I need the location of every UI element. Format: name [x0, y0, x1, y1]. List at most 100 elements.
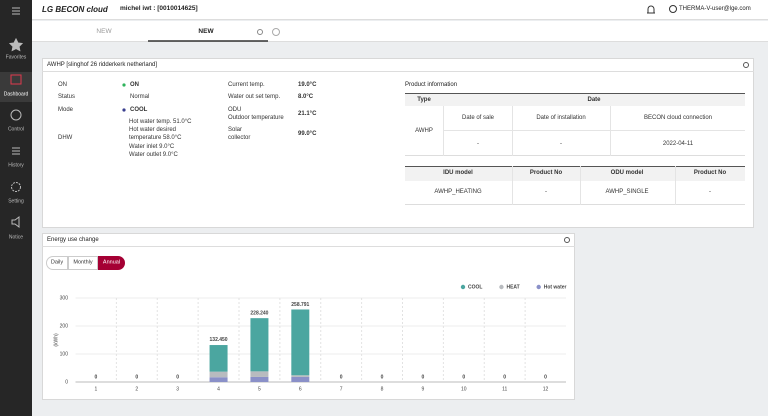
x-tick-label: 4: [217, 386, 220, 392]
panel-title: Energy use change: [47, 237, 99, 243]
notice-icon: [11, 216, 20, 228]
table-header-cell: Product No: [693, 170, 727, 176]
sidebar-item[interactable]: Notice: [8, 234, 24, 241]
sidebar-item[interactable]: Setting: [8, 198, 24, 205]
y-tick-label: 300: [60, 295, 69, 301]
legend-label: HEAT: [506, 284, 519, 290]
device-panel: [42, 58, 754, 228]
bar-segment: [209, 377, 228, 382]
table-cell: -: [709, 189, 711, 195]
dhw-label: DHW: [58, 135, 73, 141]
panel-header: [42, 233, 575, 247]
control-icon: [10, 109, 22, 121]
table-divider: [675, 166, 676, 205]
account[interactable]: THERMA-V-user@lge.com: [679, 6, 751, 12]
legend-swatch: [536, 284, 541, 290]
x-tick-label: 5: [258, 386, 261, 392]
period-button[interactable]: [46, 256, 68, 270]
table-cell: 2022-04-11: [662, 141, 694, 147]
refresh-icon[interactable]: [743, 62, 749, 68]
table-cell: AWHP_HEATING: [434, 189, 482, 195]
x-tick-label: 3: [176, 386, 179, 392]
table-header: [405, 166, 745, 181]
x-tick-label: 1: [95, 386, 98, 392]
table-subheader: Date of installation: [536, 115, 586, 121]
table-divider: [443, 106, 444, 156]
dashboard-icon: [10, 74, 22, 85]
x-tick-label: 2: [135, 386, 138, 392]
status-dot: [122, 108, 126, 112]
bar-segment: [250, 371, 269, 377]
y-tick-label: 0: [65, 379, 68, 385]
bar-segment: [209, 371, 228, 378]
table-header-cell: Product No: [529, 170, 563, 176]
table-row: [405, 131, 745, 156]
status-label: Mode: [58, 107, 74, 113]
status-label: Status: [58, 94, 76, 100]
panel-header: [42, 58, 754, 72]
status-value: COOL: [130, 107, 148, 113]
tab[interactable]: NEW: [198, 27, 214, 35]
dhw-line: temperature 58.0°C: [129, 135, 182, 142]
table-divider: [512, 106, 513, 156]
tab-settings-icon[interactable]: [257, 29, 263, 35]
total-label: 0: [422, 374, 425, 380]
table-divider: [610, 106, 611, 156]
table-cell: -: [477, 141, 479, 147]
sidebar-icons: [8, 7, 24, 228]
sidebar-active: [0, 72, 32, 102]
temp-value: 8.0°C: [298, 94, 314, 100]
refresh-icon[interactable]: [564, 237, 570, 243]
legend-swatch: [460, 284, 466, 290]
history-icon: [12, 147, 20, 155]
sidebar: [0, 0, 32, 416]
table-header-cell: Date: [587, 97, 601, 103]
table-header: [405, 93, 745, 106]
bell-icon[interactable]: [647, 5, 655, 14]
user-icon[interactable]: [669, 5, 677, 13]
period-button-label[interactable]: Monthly: [73, 259, 93, 266]
total-label: 0: [462, 374, 465, 380]
temp-value: 99.0°C: [298, 131, 317, 137]
period-button-label[interactable]: Annual: [102, 259, 121, 266]
x-tick-label: 12: [543, 386, 549, 392]
x-tick-label: 6: [299, 386, 302, 392]
total-label: 0: [544, 374, 547, 380]
total-label: 132.450: [210, 337, 228, 343]
top-bar: [32, 0, 768, 20]
table-cell: AWHP_SINGLE: [605, 189, 649, 195]
table-subheader: Date of sale: [461, 115, 495, 121]
temp-value: 21.1°C: [298, 111, 317, 117]
status-label: ON: [58, 82, 67, 88]
sidebar-item[interactable]: History: [8, 162, 24, 169]
period-button[interactable]: [68, 256, 98, 270]
status-value: Normal: [130, 94, 150, 100]
temp-label: Outdoor temperature: [228, 115, 284, 121]
add-tab-button[interactable]: [272, 28, 280, 36]
table-cell: -: [545, 189, 547, 195]
sidebar-item[interactable]: Control: [7, 126, 25, 133]
sidebar-item[interactable]: Dashboard: [3, 91, 29, 98]
setting-icon: [11, 182, 21, 192]
bar-segment: [250, 376, 269, 382]
x-tick-label: 10: [461, 386, 467, 392]
panel-title: AWHP [slinghof 26 ridderkerk netherland]: [47, 62, 158, 68]
total-label: 228.240: [250, 310, 268, 316]
period-button[interactable]: [98, 256, 125, 270]
period-button-label[interactable]: Daily: [50, 259, 64, 266]
table-header-cell: ODU model: [610, 170, 644, 176]
user-name: michel iwt : [0010014625]: [120, 4, 198, 12]
legend-label: Hot water: [544, 284, 567, 290]
table-cell: -: [560, 141, 562, 147]
sidebar-item[interactable]: Favorites: [5, 54, 27, 61]
total-label: 0: [95, 374, 98, 380]
y-tick-label: 200: [60, 323, 69, 329]
favorites-icon: [8, 37, 24, 52]
temp-label: ODU: [228, 107, 242, 113]
x-tick-label: 8: [381, 386, 384, 392]
bar-segment: [291, 376, 310, 382]
table-subheader: BECON cloud connection: [643, 115, 713, 121]
tab[interactable]: NEW: [96, 27, 112, 35]
x-tick-label: 7: [340, 386, 343, 392]
